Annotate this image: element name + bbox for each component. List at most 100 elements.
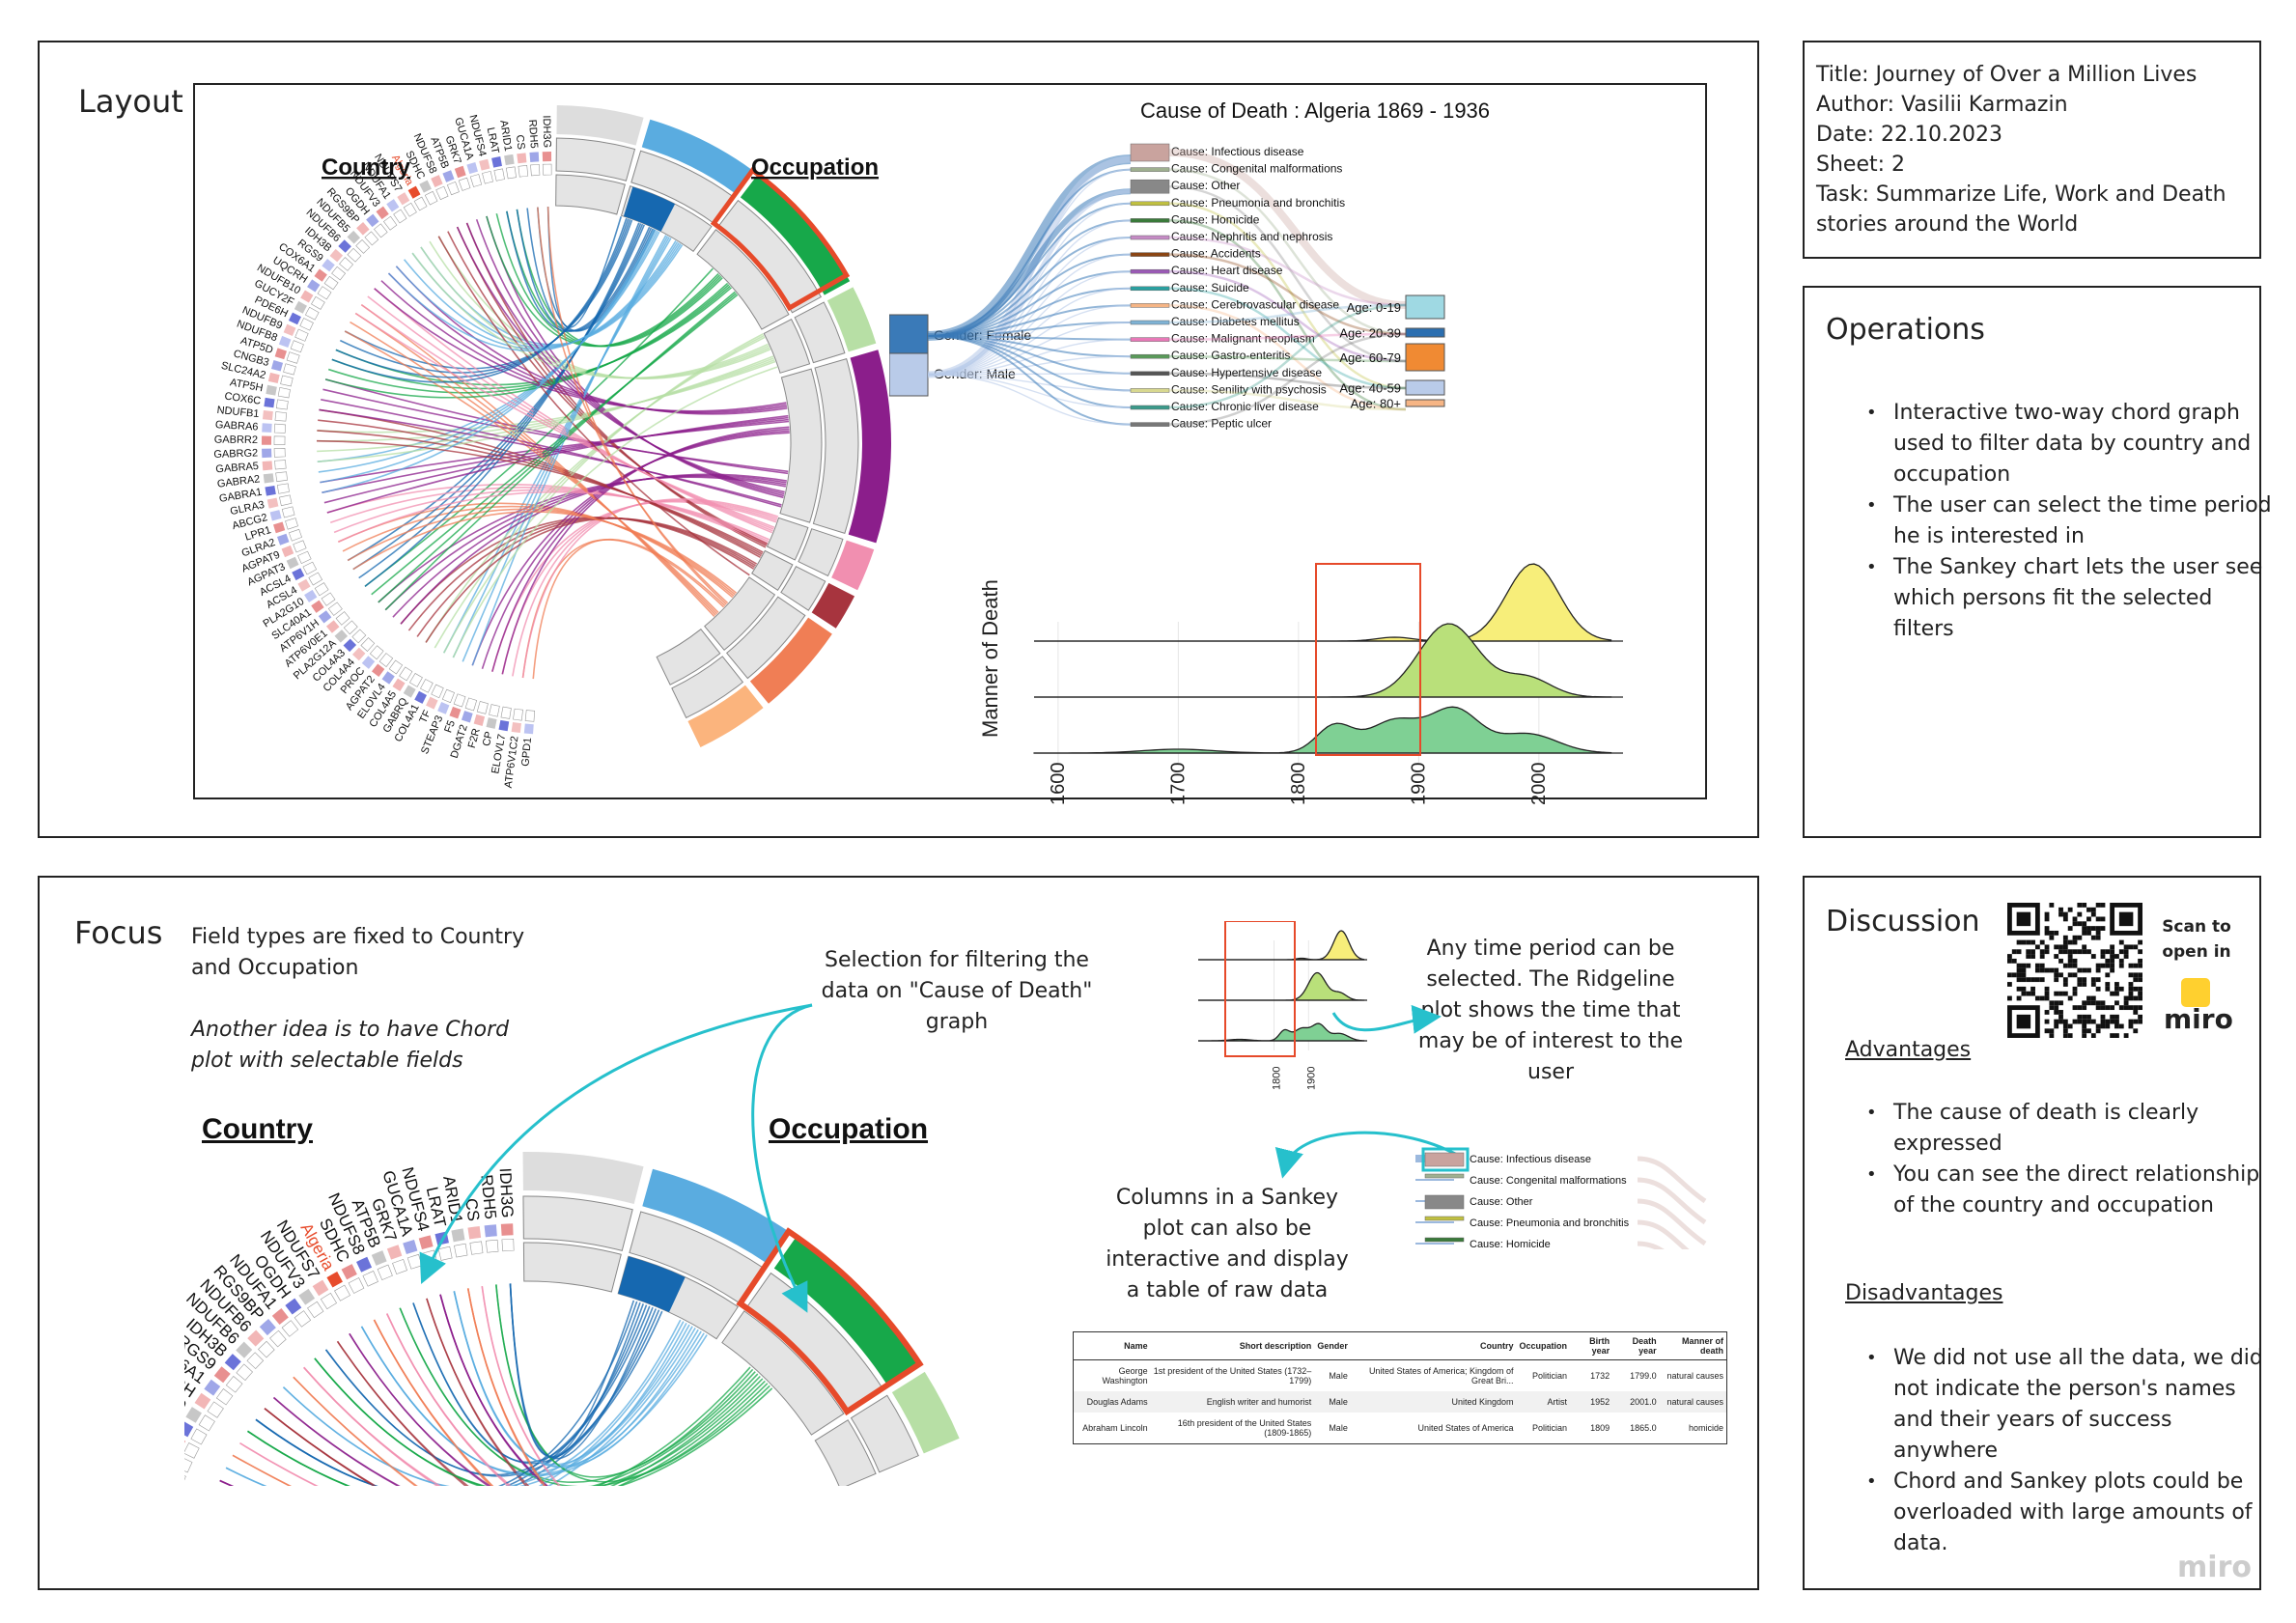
cause-node[interactable] (1130, 303, 1170, 308)
zoom-occupation-arc[interactable] (522, 1152, 644, 1204)
age-node[interactable] (1405, 379, 1445, 396)
chord-link (317, 231, 660, 463)
table-row[interactable]: George Washington 1st president of the Un… (1074, 1360, 1726, 1392)
mini-selection[interactable] (1421, 1147, 1470, 1172)
cause-node[interactable] (1130, 388, 1170, 393)
chord-link (320, 229, 658, 484)
chord-link (339, 219, 631, 374)
age-node[interactable] (1405, 343, 1445, 372)
gender-node[interactable] (889, 314, 929, 358)
chord-link (319, 408, 761, 559)
chord-diagram[interactable]: IDH3GRDH5CSARID1LRATNDUFS4GUCA1AGRK7ATP5… (196, 86, 910, 800)
tick-label: 1700 (1167, 763, 1189, 806)
table-header-cell: Country (1350, 1332, 1517, 1360)
table-row[interactable]: Abraham Lincoln 16th president of the Uni… (1074, 1413, 1726, 1443)
table-cell: George Washington (1102, 1366, 1148, 1385)
mini-cause-node[interactable] (1424, 1216, 1465, 1221)
gene-label: IDH3G (541, 115, 553, 148)
occupation-arc[interactable] (848, 350, 891, 544)
sankey-chart[interactable]: Cause of Death : Algeria 1869 - 1936 Gen… (889, 91, 1710, 535)
age-node[interactable] (1405, 399, 1445, 407)
cause-node[interactable] (1130, 422, 1170, 427)
occupation-track (656, 628, 721, 686)
occupation-arc[interactable] (749, 617, 832, 704)
cause-node[interactable] (1130, 167, 1170, 172)
country-track (464, 697, 478, 712)
country-track (476, 701, 489, 714)
cause-node[interactable] (1130, 268, 1170, 274)
chord-link (471, 235, 667, 666)
ridgeline-chart[interactable]: 1600 1700 1800 1900 2000 Manner of Death (938, 516, 1652, 825)
mini-cause-node[interactable] (1424, 1152, 1465, 1167)
country-band (491, 156, 502, 168)
zoom-selection-highlight[interactable] (736, 1227, 924, 1416)
country-band (419, 180, 432, 193)
mini-sankey[interactable]: Cause: Infectious disease Cause: Congenit… (1415, 1143, 1724, 1249)
sankey-link (927, 270, 1132, 376)
cause-node[interactable] (1130, 143, 1170, 162)
table-row[interactable]: Douglas Adams English writer and humorist… (1074, 1391, 1726, 1413)
country-band (267, 372, 280, 384)
occupation-arc[interactable] (831, 540, 875, 591)
zoomed-chord[interactable]: IDH3GRDH5CSARID1LRATNDUFS4GUCA1AGRK7ATP5… (184, 1100, 1015, 1486)
annotation-arrows (419, 1003, 1460, 1313)
occupation-arc[interactable] (826, 287, 877, 352)
zoom-occupation-arc[interactable] (773, 1236, 920, 1385)
chord-link (344, 330, 719, 613)
occupation-arc[interactable] (687, 685, 764, 748)
cause-node[interactable] (1130, 371, 1170, 377)
mini-ridgeline[interactable]: 1800 1900 (1198, 921, 1372, 1105)
cause-node[interactable] (1130, 286, 1170, 292)
zoom-chord-link (399, 1307, 770, 1486)
age-node[interactable] (1405, 294, 1445, 320)
cause-node[interactable] (1130, 337, 1170, 342)
qr-code-icon[interactable] (2007, 903, 2142, 1038)
info-panel: Title: Journey of Over a Million Lives Au… (1803, 41, 2261, 259)
chord-link (400, 473, 787, 625)
country-track (399, 666, 413, 682)
country-band (265, 485, 276, 496)
selection-highlight[interactable] (710, 166, 851, 312)
raw-data-table[interactable]: Name Short description Gender Country Occupa… (1073, 1331, 1727, 1444)
country-track (493, 168, 505, 182)
time-selection[interactable] (1315, 563, 1421, 756)
cause-node[interactable] (1130, 353, 1170, 359)
mini-cause-node[interactable] (1424, 1194, 1465, 1210)
list-item: Chord and Sankey plots could be overload… (1866, 1467, 2280, 1559)
cause-node[interactable] (1130, 201, 1170, 207)
cause-label: Cause: Peptic ulcer (1171, 417, 1272, 431)
occupation-arc[interactable] (556, 105, 644, 146)
cause-node[interactable] (1130, 235, 1170, 240)
zoom-occupation-arc[interactable] (642, 1168, 789, 1264)
cause-node[interactable] (1130, 218, 1170, 223)
time-selection[interactable] (1224, 921, 1296, 1057)
mini-cause-node[interactable] (1424, 1237, 1465, 1243)
miro-logo-icon (2181, 978, 2210, 1007)
occupation-arc[interactable] (641, 119, 753, 194)
cause-node[interactable] (1130, 252, 1170, 257)
occupation-arc[interactable] (740, 174, 851, 295)
chord-link (486, 215, 719, 348)
table-cell: 2001.0 (1612, 1391, 1660, 1413)
cause-node[interactable] (1130, 405, 1170, 410)
zoom-country-track (377, 1264, 393, 1281)
mini-cause-node[interactable] (1424, 1173, 1465, 1179)
zoom-occupation-arc[interactable] (891, 1371, 960, 1454)
age-node[interactable] (1405, 327, 1445, 338)
zoom-chord-link (272, 1396, 401, 1486)
chord-link (347, 508, 736, 596)
disadvantages-list: We did not use all the data, we did not … (1861, 1343, 2280, 1559)
cause-label: Cause: Chronic liver disease (1171, 400, 1319, 413)
cause-node[interactable] (1130, 320, 1170, 325)
gene-label: F5 (442, 719, 458, 735)
country-band (523, 723, 534, 735)
gender-node[interactable] (889, 352, 929, 397)
country-track (327, 602, 343, 616)
zoom-occupation-track (721, 1310, 845, 1436)
chord-link (360, 303, 715, 618)
country-band (347, 230, 361, 244)
country-band (376, 206, 389, 220)
occupation-arc[interactable] (811, 582, 855, 629)
cause-node[interactable] (1130, 179, 1170, 194)
cause-label: Cause: Gastro-enteritis (1171, 349, 1290, 362)
